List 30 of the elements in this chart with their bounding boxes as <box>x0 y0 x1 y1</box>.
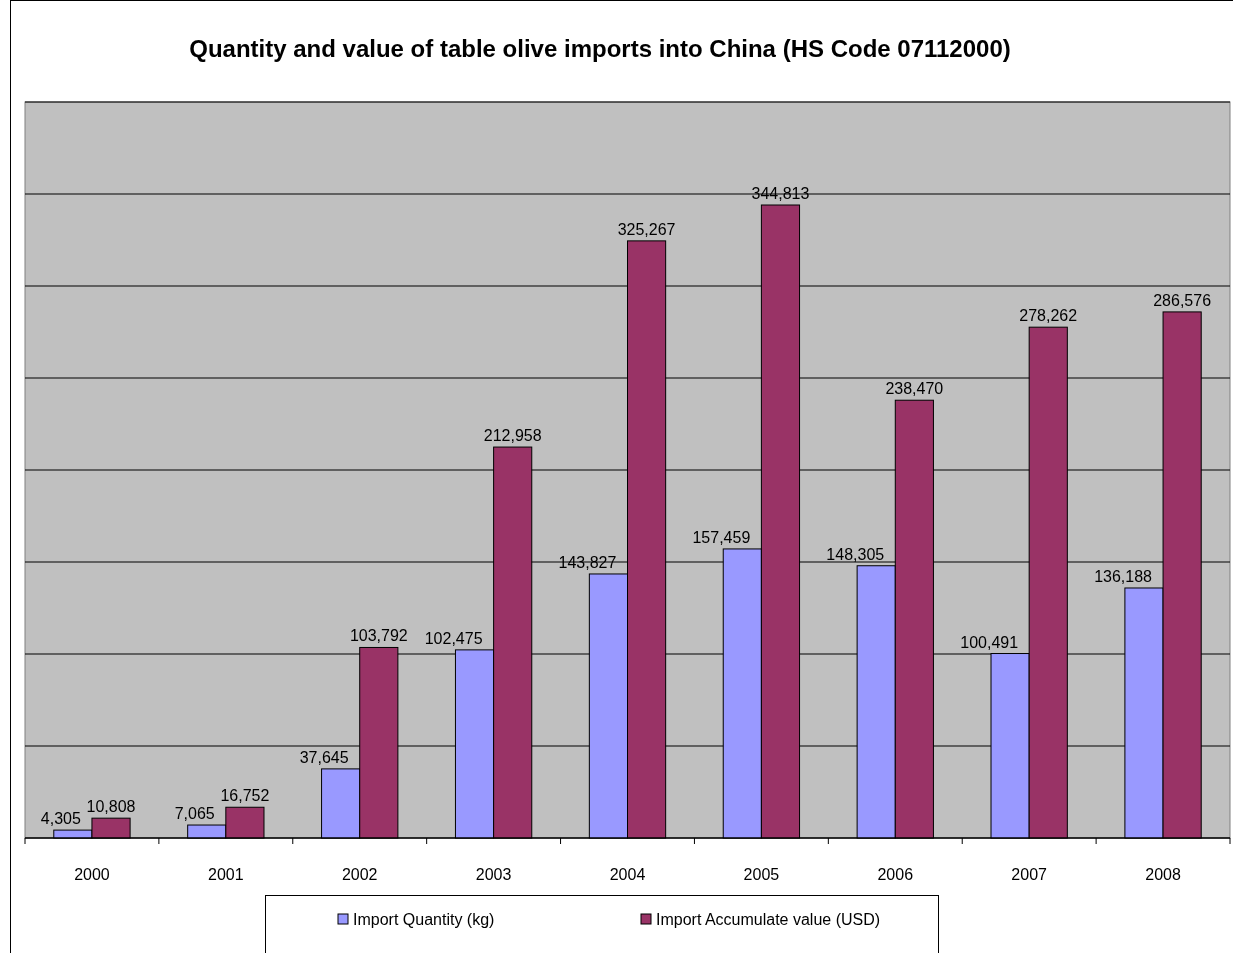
data-label: 16,752 <box>220 787 270 805</box>
x-tick-label: 2001 <box>208 866 244 883</box>
data-label: 7,065 <box>174 805 215 823</box>
x-tick-label: 2005 <box>743 866 780 883</box>
data-label: 37,645 <box>299 748 349 766</box>
data-label: 102,475 <box>424 629 483 647</box>
data-label: 238,470 <box>885 380 944 398</box>
data-label: 143,827 <box>558 553 617 571</box>
data-label: 136,188 <box>1094 567 1153 585</box>
data-label: 286,576 <box>1153 291 1212 309</box>
data-label: 10,808 <box>86 798 136 816</box>
x-tick-label: 2003 <box>475 866 512 883</box>
data-label: 103,792 <box>349 627 408 645</box>
chart-title: Quantity and value of table olive imports into China (HS Code 07112000) <box>189 35 1011 62</box>
data-label: 325,267 <box>617 220 676 238</box>
x-tick-label: 2004 <box>609 866 646 883</box>
legend-label: Import Accumulate value (USD) <box>656 911 881 928</box>
data-label: 100,491 <box>960 633 1019 651</box>
x-tick-label: 2008 <box>1145 866 1181 883</box>
data-label: 4,305 <box>40 810 81 828</box>
data-label: 344,813 <box>751 185 810 202</box>
data-label: 212,958 <box>483 427 542 445</box>
data-label: 157,459 <box>692 528 751 546</box>
data-label: 278,262 <box>1019 307 1078 325</box>
x-tick-label: 2002 <box>341 866 378 883</box>
data-label: 148,305 <box>826 545 885 563</box>
x-tick-label: 2000 <box>74 866 110 883</box>
x-tick-label: 2006 <box>877 866 914 883</box>
legend-label: Import Quantity (kg) <box>353 911 495 928</box>
x-tick-label: 2007 <box>1011 866 1048 883</box>
